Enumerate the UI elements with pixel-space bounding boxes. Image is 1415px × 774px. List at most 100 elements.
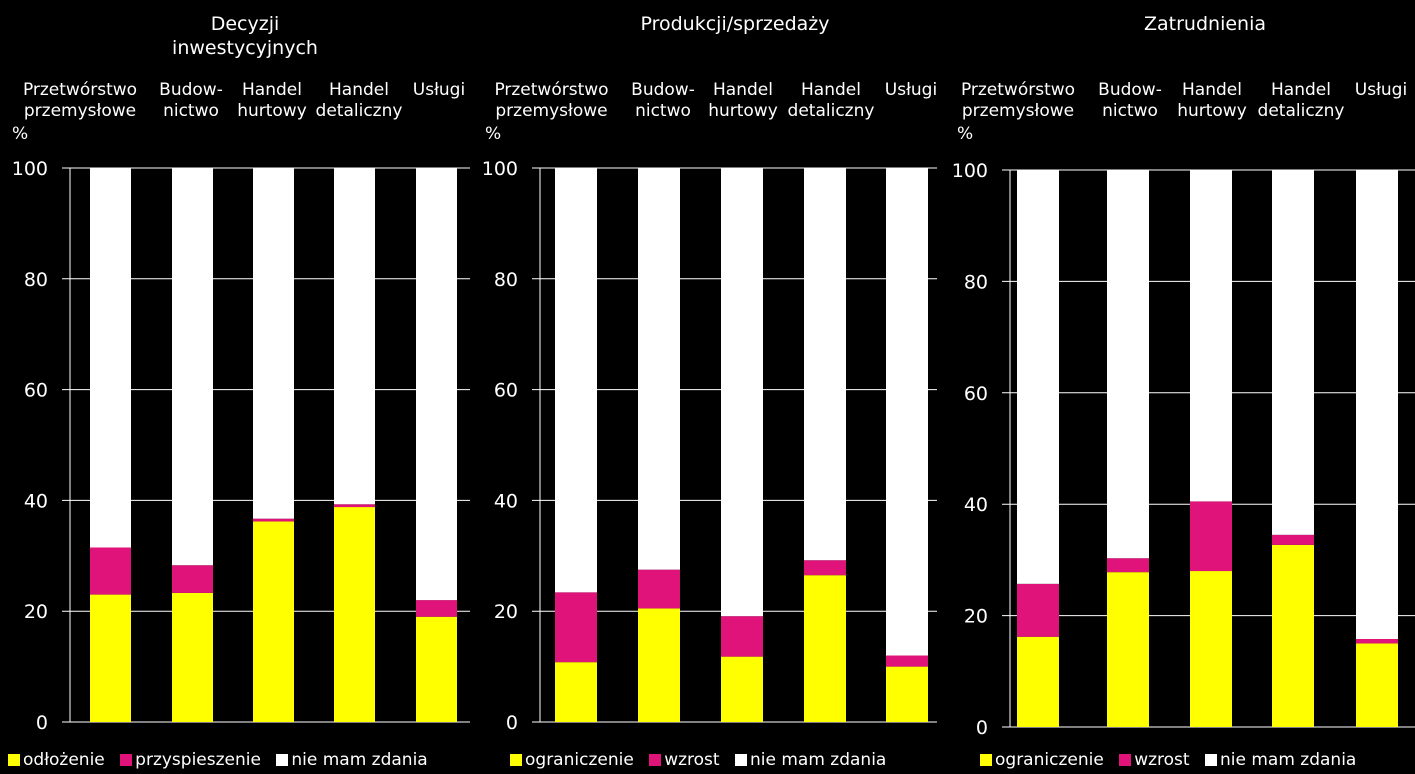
- legend-label: ograniczenie: [525, 750, 634, 770]
- y-tick-label: 20: [24, 601, 48, 623]
- bar-segment: [253, 521, 294, 722]
- bar-segment: [638, 168, 680, 570]
- legend-label: nie mam zdania: [749, 750, 887, 770]
- bar-segment: [804, 168, 846, 561]
- bar-segment: [172, 168, 213, 566]
- y-tick-label: 60: [24, 380, 48, 402]
- chart-legend: ograniczenie wzrost nie mam zdania: [510, 750, 896, 770]
- bar-segment: [1190, 501, 1232, 572]
- bar-segment: [638, 608, 680, 722]
- bar-segment: [1356, 170, 1398, 639]
- bar-segment: [1356, 638, 1398, 644]
- category-label: Budow- nictwo: [159, 80, 223, 121]
- legend-item: nie mam zdania: [1204, 750, 1357, 770]
- bar-segment: [804, 575, 846, 722]
- bar-segment: [416, 616, 457, 722]
- legend-label: przyspieszenie: [135, 750, 261, 770]
- chart-panel-investment: Decyzji inwestycyjnych Przetwórstwo prze…: [0, 0, 475, 774]
- bar-segment: [1017, 583, 1059, 637]
- bar-segment: [1272, 170, 1314, 535]
- category-label: Handel hurtowy: [237, 80, 307, 121]
- y-axis-unit: %: [485, 124, 502, 144]
- legend-swatch: [1119, 754, 1132, 766]
- bar-segment: [886, 666, 928, 722]
- bar-segment: [172, 592, 213, 722]
- y-tick-label: 80: [964, 271, 988, 293]
- legend-swatch: [734, 754, 747, 766]
- stacked-bar-chart: 0 20 40 60 80 100: [482, 158, 937, 734]
- chart-title: Decyzji inwestycyjnych: [172, 13, 318, 59]
- chart-legend: odłożenie przyspieszenie nie mam zdania: [8, 750, 438, 770]
- bar-segment: [90, 594, 131, 722]
- bar-segment: [886, 655, 928, 667]
- bar-segment: [334, 168, 375, 505]
- y-tick-label: 0: [36, 712, 48, 734]
- category-label: Przetwórstwo przemysłowe: [494, 80, 609, 121]
- legend-label: nie mam zdania: [1219, 750, 1357, 770]
- legend-swatch: [649, 754, 662, 766]
- bar-segment: [416, 600, 457, 617]
- bar-segment: [334, 504, 375, 508]
- bar-segment: [1017, 170, 1059, 584]
- category-label: Przetwórstwo przemysłowe: [22, 80, 138, 121]
- legend-item: nie mam zdania: [276, 750, 428, 770]
- legend-swatch: [510, 754, 522, 766]
- y-axis-unit: %: [957, 124, 974, 144]
- chart-title: Produkcji/sprzedaży: [640, 13, 830, 35]
- category-label: Handel detaliczny: [1257, 80, 1345, 121]
- bar-segment: [555, 168, 597, 593]
- legend-item: wzrost: [649, 750, 720, 770]
- legend-label: wzrost: [664, 750, 720, 770]
- category-label: Budow- nictwo: [1098, 80, 1162, 121]
- bar-segment: [638, 569, 680, 609]
- bar-segment: [804, 560, 846, 576]
- bar-segment: [253, 168, 294, 519]
- bar-segment: [1107, 558, 1149, 573]
- bar-segment: [886, 168, 928, 656]
- bar-segment: [721, 168, 763, 617]
- bar-segment: [1190, 170, 1232, 502]
- chart-title: Zatrudnienia: [1144, 13, 1266, 35]
- bar-segment: [721, 616, 763, 657]
- y-tick-label: 60: [494, 380, 518, 402]
- legend-item: odłożenie: [8, 750, 105, 770]
- legend-swatch: [120, 754, 133, 766]
- bar-segment: [1272, 544, 1314, 727]
- y-tick-label: 0: [976, 717, 988, 739]
- bar-segment: [1107, 572, 1149, 727]
- y-tick-label: 40: [964, 494, 988, 516]
- legend-item: ograniczenie: [980, 750, 1104, 770]
- bar-segment: [555, 592, 597, 663]
- stacked-bar-chart: 0 20 40 60 80 100: [12, 158, 470, 734]
- stacked-bar-chart: 0 20 40 60 80 100: [952, 160, 1415, 739]
- category-label: Budow- nictwo: [631, 80, 695, 121]
- bar-segment: [416, 168, 457, 601]
- bar-segment: [172, 565, 213, 593]
- y-tick-label: 20: [494, 601, 518, 623]
- category-label: Przetwórstwo przemysłowe: [960, 80, 1076, 121]
- bar-segment: [90, 168, 131, 548]
- category-label: Handel hurtowy: [1177, 80, 1247, 121]
- category-label: Handel detaliczny: [787, 80, 875, 121]
- legend-swatch: [8, 754, 20, 766]
- bar-segment: [1190, 571, 1232, 727]
- bar-segment: [1017, 636, 1059, 727]
- y-tick-label: 0: [506, 712, 518, 734]
- bar-segment: [90, 547, 131, 595]
- category-label: Usługi: [884, 80, 938, 100]
- bar-segment: [1272, 534, 1314, 545]
- bar-segment: [334, 507, 375, 722]
- category-label: Handel hurtowy: [708, 80, 778, 121]
- category-label: Usługi: [1354, 80, 1408, 100]
- bar-segment: [1356, 643, 1398, 727]
- legend-item: wzrost: [1119, 750, 1190, 770]
- y-tick-label: 100: [482, 158, 518, 180]
- y-axis-unit: %: [12, 124, 29, 144]
- bar-segment: [253, 518, 294, 522]
- legend-label: odłożenie: [23, 750, 105, 770]
- y-tick-label: 60: [964, 383, 988, 405]
- legend-item: nie mam zdania: [734, 750, 887, 770]
- bar-segment: [555, 662, 597, 722]
- legend-swatch: [980, 754, 992, 766]
- category-label: Usługi: [412, 80, 466, 100]
